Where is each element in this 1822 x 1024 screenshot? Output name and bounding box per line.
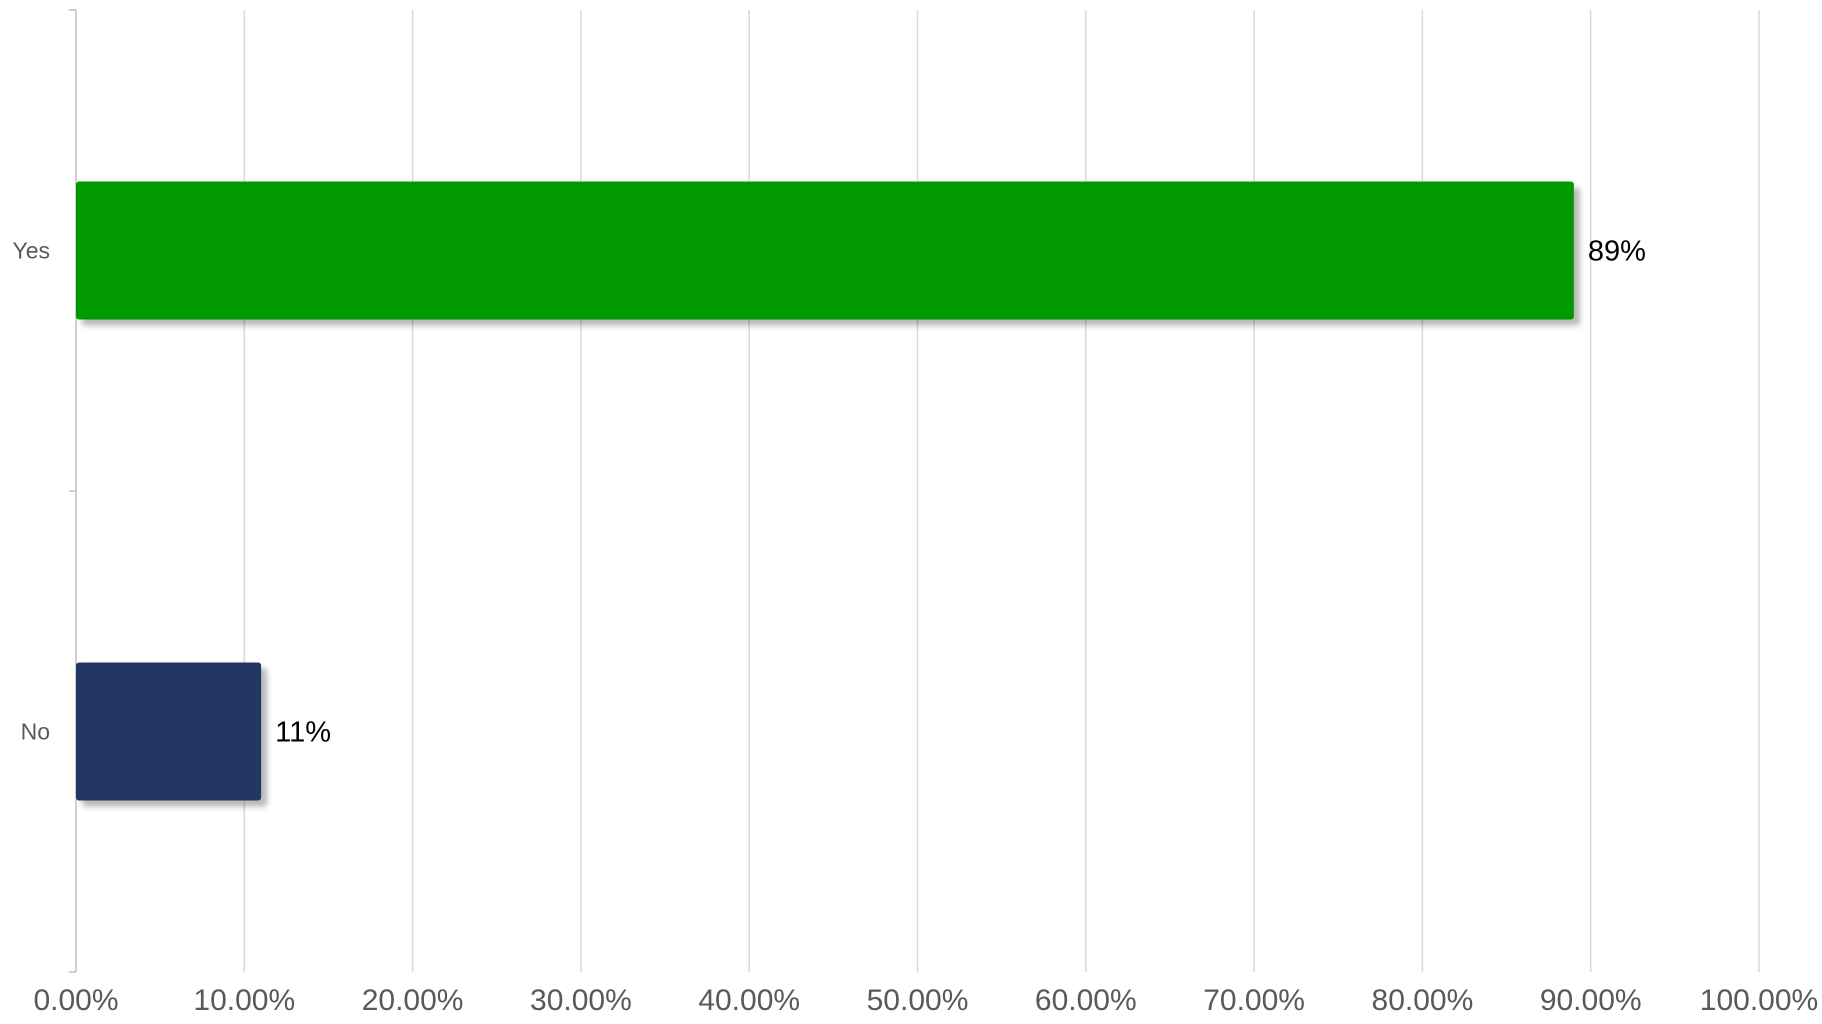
y-tick-label-no: No bbox=[21, 719, 50, 745]
x-tick-label-5: 50.00% bbox=[867, 984, 969, 1017]
labels: 0.00% 10.00% 20.00% 30.00% 40.00% 50.00% 60.00… bbox=[12, 236, 1818, 1018]
x-tick-label-7: 70.00% bbox=[1203, 984, 1305, 1017]
bar-yes bbox=[76, 182, 1574, 320]
x-tick-label-8: 80.00% bbox=[1372, 984, 1474, 1017]
x-tick-label-4: 40.00% bbox=[698, 984, 800, 1017]
data-label-yes: 89% bbox=[1588, 236, 1646, 268]
x-tick-label-9: 90.00% bbox=[1540, 984, 1642, 1017]
x-tick-label-6: 60.00% bbox=[1035, 984, 1137, 1017]
data-label-no: 11% bbox=[275, 717, 331, 749]
x-tick-label-10: 100.00% bbox=[1700, 984, 1818, 1017]
x-tick-label-0: 0.00% bbox=[33, 984, 118, 1017]
y-tick-label-yes: Yes bbox=[12, 238, 50, 264]
bar-no bbox=[76, 663, 261, 801]
gridlines bbox=[244, 10, 1759, 972]
x-tick-label-2: 20.00% bbox=[362, 984, 464, 1017]
axes bbox=[69, 10, 76, 972]
bars bbox=[76, 182, 1574, 801]
x-tick-label-3: 30.00% bbox=[530, 984, 632, 1017]
x-tick-label-1: 10.00% bbox=[193, 984, 295, 1017]
